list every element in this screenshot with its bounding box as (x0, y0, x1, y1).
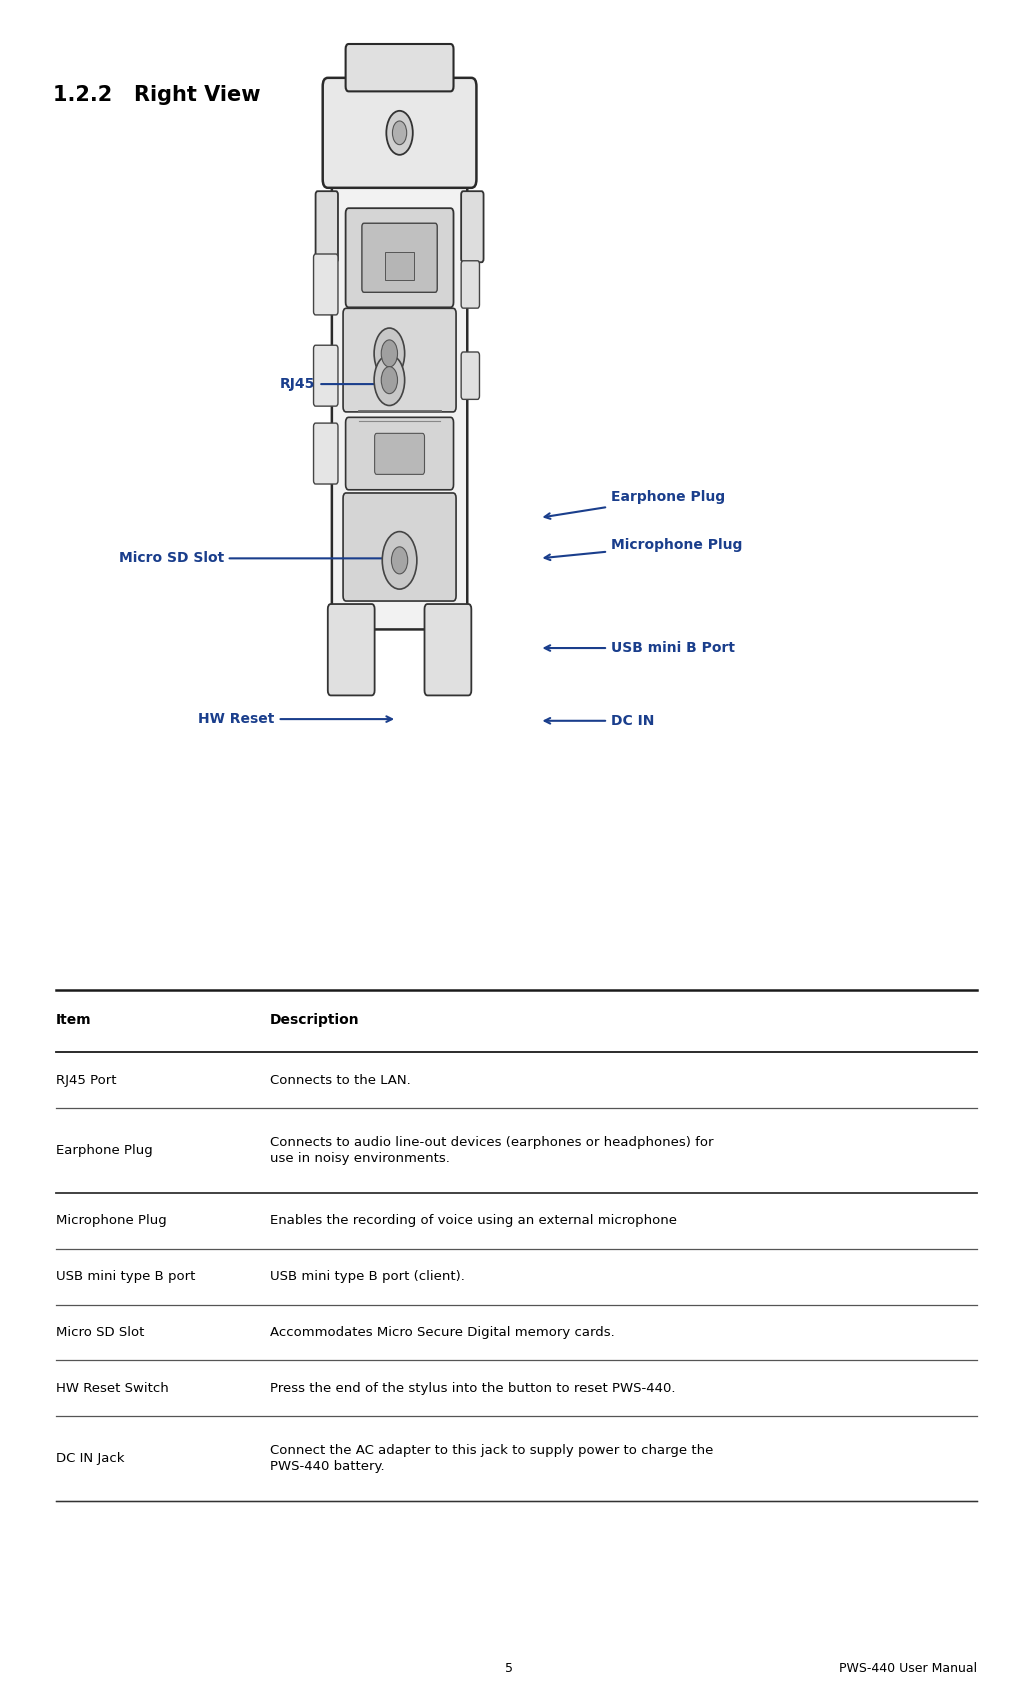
Text: Press the end of the stylus into the button to reset PWS-440.: Press the end of the stylus into the but… (270, 1382, 675, 1394)
Circle shape (383, 531, 417, 589)
FancyBboxPatch shape (461, 352, 479, 399)
Text: DC IN: DC IN (545, 714, 655, 728)
Text: Connect the AC adapter to this jack to supply power to charge the
PWS-440 batter: Connect the AC adapter to this jack to s… (270, 1443, 714, 1474)
Text: 5: 5 (505, 1662, 513, 1675)
Circle shape (391, 547, 407, 574)
Text: RJ45 Port: RJ45 Port (56, 1074, 116, 1086)
Circle shape (381, 367, 397, 394)
Text: Microphone Plug: Microphone Plug (545, 538, 742, 560)
Text: Connects to audio line-out devices (earphones or headphones) for
use in noisy en: Connects to audio line-out devices (earp… (270, 1135, 714, 1166)
Bar (385, 252, 413, 279)
Text: USB mini type B port: USB mini type B port (56, 1271, 195, 1283)
Text: Description: Description (270, 1014, 359, 1027)
Text: Item: Item (56, 1014, 92, 1027)
FancyBboxPatch shape (314, 254, 338, 315)
Circle shape (375, 355, 404, 406)
FancyBboxPatch shape (314, 423, 338, 484)
FancyBboxPatch shape (328, 604, 375, 695)
FancyBboxPatch shape (323, 78, 476, 188)
FancyBboxPatch shape (346, 418, 453, 489)
Text: Enables the recording of voice using an external microphone: Enables the recording of voice using an … (270, 1215, 677, 1227)
FancyBboxPatch shape (461, 261, 479, 308)
FancyBboxPatch shape (346, 208, 453, 308)
FancyBboxPatch shape (316, 191, 338, 262)
Text: USB mini B Port: USB mini B Port (545, 641, 735, 655)
FancyBboxPatch shape (362, 223, 438, 293)
Text: Connects to the LAN.: Connects to the LAN. (270, 1074, 410, 1086)
Text: Accommodates Micro Secure Digital memory cards.: Accommodates Micro Secure Digital memory… (270, 1327, 615, 1338)
Text: RJ45: RJ45 (280, 377, 392, 391)
Text: HW Reset Switch: HW Reset Switch (56, 1382, 169, 1394)
FancyBboxPatch shape (425, 604, 471, 695)
Circle shape (381, 340, 397, 367)
Text: PWS-440 User Manual: PWS-440 User Manual (839, 1662, 977, 1675)
FancyBboxPatch shape (343, 308, 456, 411)
Text: Earphone Plug: Earphone Plug (545, 491, 725, 519)
Circle shape (387, 112, 413, 156)
Text: USB mini type B port (client).: USB mini type B port (client). (270, 1271, 464, 1283)
Text: Earphone Plug: Earphone Plug (56, 1144, 153, 1157)
FancyBboxPatch shape (346, 44, 453, 91)
Text: Micro SD Slot: Micro SD Slot (56, 1327, 145, 1338)
Text: HW Reset: HW Reset (199, 712, 392, 726)
Circle shape (393, 122, 406, 146)
FancyBboxPatch shape (375, 433, 425, 474)
FancyBboxPatch shape (314, 345, 338, 406)
Circle shape (375, 328, 404, 379)
Text: Microphone Plug: Microphone Plug (56, 1215, 167, 1227)
Text: Micro SD Slot: Micro SD Slot (119, 552, 392, 565)
FancyBboxPatch shape (332, 171, 467, 629)
Text: 1.2.2   Right View: 1.2.2 Right View (53, 85, 261, 105)
Text: DC IN Jack: DC IN Jack (56, 1452, 124, 1465)
FancyBboxPatch shape (343, 492, 456, 601)
FancyBboxPatch shape (461, 191, 484, 262)
